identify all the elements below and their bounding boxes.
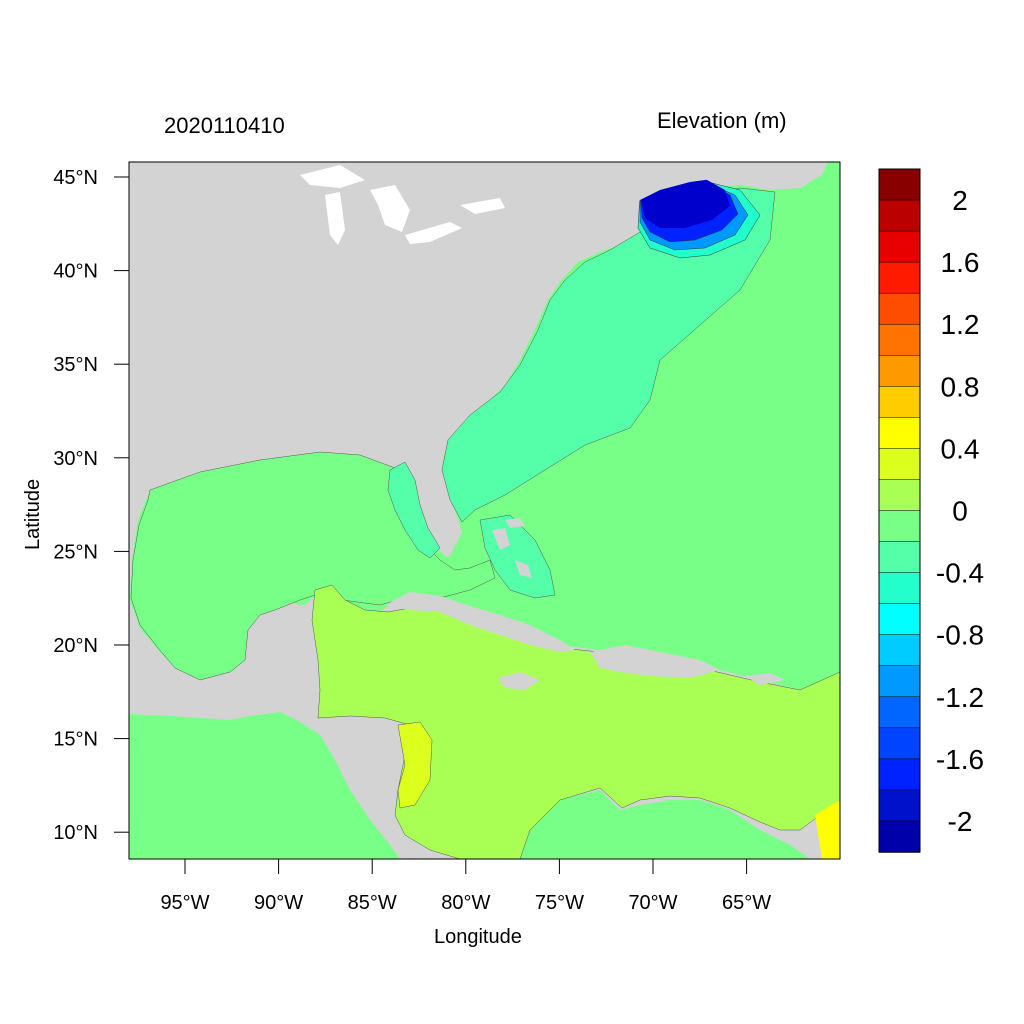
- cuba-land: [385, 592, 575, 652]
- colorbar-label: 2: [952, 185, 968, 216]
- east-coast-shelf-band: [441, 187, 776, 523]
- lake-huron: [370, 185, 410, 232]
- southeast-caribbean-anomaly: [815, 800, 840, 859]
- map-timestamp-title: 2020110410: [164, 113, 285, 138]
- florida-land: [405, 455, 462, 556]
- colorbar-label: 0.4: [941, 433, 980, 464]
- colorbar-label: -0.4: [936, 558, 984, 589]
- colorbar-swatch: [878, 323, 921, 357]
- latitude-tick-label: 20°N: [53, 635, 98, 657]
- longitude-ticks: 95°W 90°W 85°W 80°W 75°W 70°W 65°W: [160, 859, 771, 914]
- longitude-tick-label: 90°W: [254, 892, 303, 914]
- longitude-tick-label: 75°W: [535, 892, 584, 914]
- lake-ontario: [460, 198, 505, 214]
- colorbar-swatch: [878, 168, 921, 201]
- plot-frame: [128, 161, 841, 860]
- longitude-tick-label: 95°W: [160, 892, 209, 914]
- colorbar-label: -0.8: [936, 620, 984, 651]
- colorbar-label: 0: [952, 496, 968, 527]
- latitude-tick-label: 25°N: [53, 541, 98, 563]
- colorbar-label: 0.8: [941, 371, 980, 402]
- colorbar-swatch: [878, 479, 921, 512]
- lake-michigan: [325, 192, 345, 245]
- new-england-land: [560, 162, 760, 262]
- latitude-tick-label: 15°N: [53, 729, 98, 751]
- colorbar-swatch: [878, 727, 921, 760]
- colorbar-swatch: [878, 510, 921, 543]
- longitude-tick-label: 80°W: [441, 892, 490, 914]
- colorbar-swatch: [878, 541, 921, 574]
- longitude-tick-label: 85°W: [348, 892, 397, 914]
- colorbar-swatch: [878, 634, 921, 667]
- colorbar-frame: [878, 168, 921, 853]
- colorbar-label: -1.2: [936, 682, 984, 713]
- map-area: [129, 162, 840, 859]
- colorbar-label: -2: [948, 806, 973, 837]
- colorbar-label: 1.6: [941, 247, 980, 278]
- colorbar-swatch: [878, 292, 921, 325]
- latitude-tick-label: 30°N: [53, 448, 98, 470]
- colorbar-swatch: [878, 665, 921, 698]
- latitude-tick-label: 10°N: [53, 822, 98, 844]
- latitude-ticks: 45°N 40°N 35°N 30°N 25°N 20°N 15°N 10°N: [53, 167, 129, 844]
- west-florida-shelf-band: [387, 461, 441, 559]
- latitude-tick-label: 40°N: [53, 261, 98, 283]
- bahamas-islands: [492, 518, 532, 578]
- colorbar-swatch: [878, 758, 921, 791]
- colorbar-swatch: [878, 355, 921, 388]
- longitude-tick-label: 70°W: [628, 892, 677, 914]
- colorbar-swatch: [878, 603, 921, 636]
- colorbar-swatch: [878, 230, 921, 263]
- latitude-tick-label: 45°N: [53, 167, 98, 189]
- colorbar-swatch: [878, 789, 921, 822]
- lake-erie: [405, 222, 462, 244]
- lake-superior: [300, 165, 365, 188]
- colorbar-swatch: [878, 572, 921, 605]
- colorbar-swatch: [878, 261, 921, 294]
- honduras-coast-anomaly: [397, 721, 433, 809]
- puerto-rico-land: [745, 673, 785, 685]
- colorbar-swatch: [878, 386, 921, 419]
- colorbar-label: 1.2: [941, 309, 980, 340]
- elevation-colorbar: 2 1.6 1.2 0.8 0.4 0 -0.4 -0.8 -1.2 -1.6 -2: [878, 168, 984, 853]
- colorbar-swatch: [878, 417, 921, 450]
- jamaica-land: [498, 672, 540, 690]
- colorbar-label: -1.6: [936, 744, 984, 775]
- colorbar-swatch: [878, 820, 921, 853]
- map-variable-title: Elevation (m): [657, 108, 787, 133]
- latitude-tick-label: 35°N: [53, 354, 98, 376]
- colorbar-swatch: [878, 199, 921, 232]
- longitude-tick-label: 65°W: [722, 892, 771, 914]
- x-axis-label: Longitude: [434, 926, 522, 948]
- hispaniola-land: [590, 645, 720, 678]
- colorbar-swatch: [878, 696, 921, 729]
- colorbar-swatch: [878, 448, 921, 481]
